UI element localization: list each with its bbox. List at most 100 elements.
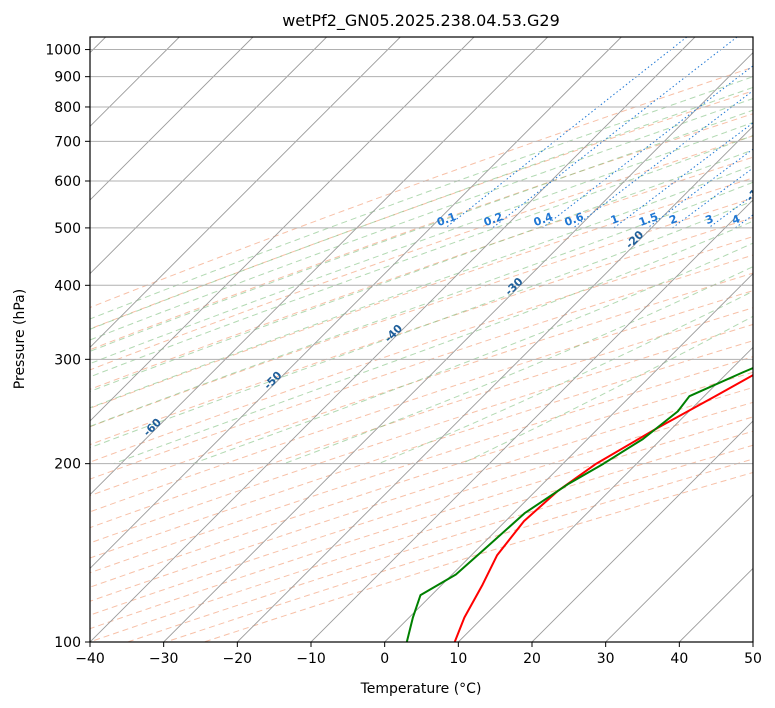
mixing-ratio-label: 1.5 [637, 210, 660, 229]
x-tick-label: −10 [296, 651, 326, 667]
y-tick-label: 800 [54, 100, 81, 116]
mixing-ratio-label: 6 [769, 212, 775, 227]
dry-adiabat-line [90, 386, 753, 602]
moist-adiabat-line [90, 149, 753, 392]
dry-adiabat-line [90, 416, 753, 630]
isotherm-line [310, 199, 753, 642]
dry-adiabat-line [90, 177, 753, 409]
dry-adiabat-line [90, 307, 753, 529]
isotherm-line [90, 37, 622, 569]
moist-adiabat-line [90, 200, 753, 449]
isotherm-line [605, 494, 753, 642]
isotherm-label: -30 [502, 275, 525, 298]
mixing-ratio-label: 4 [730, 212, 742, 227]
dry-adiabat-line [90, 66, 753, 309]
mixing-ratio-line [708, 194, 753, 229]
moist-adiabat-line [461, 315, 753, 465]
y-tick-label: 600 [54, 174, 81, 190]
dry-adiabat-line [90, 254, 753, 480]
mixing-ratio-line [672, 167, 753, 229]
profile-series [405, 366, 753, 642]
isotherm-line [90, 37, 401, 348]
mixing-ratio-line [492, 37, 738, 229]
mixing-ratio-label: 0.1 [435, 210, 458, 229]
x-tick-label: −20 [223, 651, 253, 667]
isotherm-line [90, 37, 254, 201]
isotherm-label: -10 [744, 181, 767, 204]
moist-adiabat-line [378, 290, 753, 465]
y-tick-label: 1000 [45, 43, 81, 59]
moist-adiabat-line [283, 266, 753, 465]
y-tick-label: 200 [54, 457, 81, 473]
mixing-ratio-line [542, 65, 753, 229]
isotherm-line [458, 346, 753, 642]
moist-adiabat-line [90, 135, 753, 378]
pressure-grid [90, 49, 753, 642]
x-tick-label: 20 [523, 651, 541, 667]
dry-adiabat-line [90, 217, 753, 446]
isotherm-line [384, 273, 753, 642]
mixing-ratio-line [445, 37, 688, 229]
x-tick-label: 10 [449, 651, 467, 667]
dry-adiabat-line [90, 356, 753, 574]
background-lines [90, 37, 753, 642]
mixing-ratio-label: 0.2 [482, 210, 505, 229]
x-axis-label: Temperature (°C) [360, 681, 482, 697]
x-tick-label: 40 [670, 651, 688, 667]
isotherm-line [163, 52, 753, 642]
y-tick-label: 400 [54, 278, 81, 294]
profile-line-1 [453, 374, 753, 642]
moist-adiabat-line [90, 181, 753, 427]
dry-adiabat-line [90, 156, 753, 390]
isotherm-line [752, 641, 753, 642]
mixing-ratio-label: 2 [667, 212, 679, 227]
moist-adiabat-line [90, 109, 753, 352]
isotherm-line [90, 37, 548, 496]
moist-adiabat-line [90, 164, 753, 409]
x-tick-label: 50 [744, 651, 762, 667]
moist-adiabat-line [90, 97, 753, 341]
isotherm-label: -70 [20, 462, 43, 485]
moist-adiabat-line [90, 121, 753, 365]
mixing-ratio-label: 0.4 [532, 210, 555, 229]
mixing-ratio-line [572, 90, 753, 229]
moist-adiabat-line [192, 242, 753, 465]
chart-title: wetPf2_GN05.2025.238.04.53.G29 [282, 11, 560, 31]
background-line-labels: -100-90-80-70-60-50-40-30-20-10010203040… [20, 181, 775, 485]
isotherm-label: -50 [261, 369, 284, 392]
isotherm-line [679, 567, 753, 642]
mixing-ratio-label: 0.6 [563, 210, 586, 229]
y-tick-label: 300 [54, 352, 81, 368]
moist-adiabat-line [90, 86, 753, 330]
moist-adiabat-line [90, 76, 753, 320]
isotherm-label: -60 [141, 415, 164, 438]
x-tick-label: −40 [75, 651, 105, 667]
mixing-ratio-label: 3 [704, 212, 716, 227]
moist-adiabat-line [113, 220, 753, 465]
y-tick-label: 900 [54, 70, 81, 86]
isotherm-line [531, 420, 753, 642]
isotherm-label: -20 [623, 228, 646, 251]
isotherm-line [90, 37, 696, 642]
mixing-ratio-label: 1 [609, 212, 621, 227]
y-axis-ticks: 100 200 300 400 500 600 700 800 900 1000 [45, 43, 90, 651]
y-axis-label: Pressure (hPa) [12, 289, 28, 389]
y-tick-label: 700 [54, 134, 81, 150]
isotherm-label: -40 [382, 322, 405, 345]
dry-adiabat-line [90, 197, 753, 428]
dry-adiabat-line [90, 290, 753, 513]
dry-adiabat-line [165, 458, 753, 642]
x-axis-ticks: −40 −30 −20 −10 0 10 20 30 40 50 [75, 642, 762, 667]
isotherm-line [237, 125, 753, 642]
dry-adiabat-line [90, 340, 753, 559]
isotherm-line [90, 37, 327, 275]
profile-line-2 [405, 366, 753, 642]
mixing-ratio-line [734, 214, 753, 229]
plot-frame [89, 36, 754, 643]
isotherm-line [90, 37, 475, 422]
x-tick-label: −30 [149, 651, 179, 667]
y-tick-label: 100 [54, 635, 81, 651]
y-tick-label: 500 [54, 221, 81, 237]
x-tick-label: 0 [380, 651, 389, 667]
